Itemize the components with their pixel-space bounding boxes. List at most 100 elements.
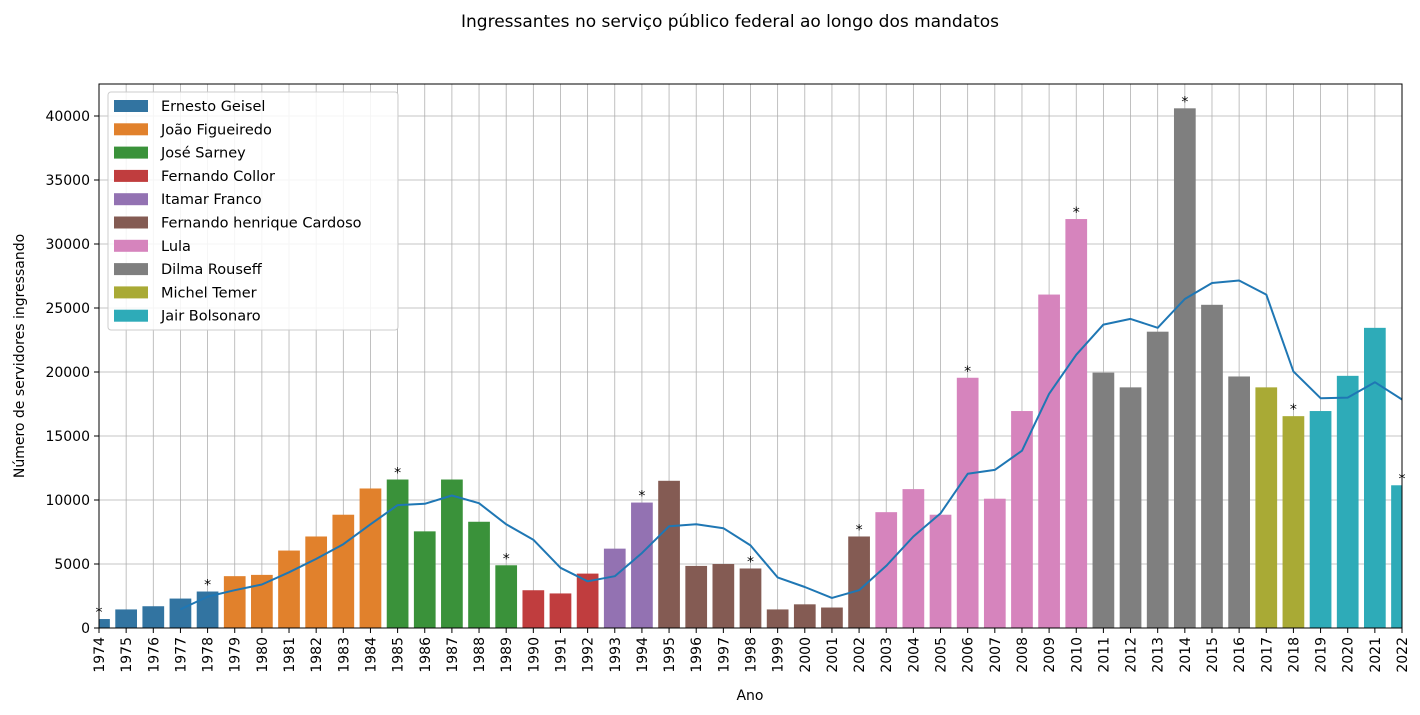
y-tick-label: 20000 [45, 365, 90, 381]
bar-1983 [332, 514, 355, 628]
x-tick-label: 1989 [499, 637, 515, 673]
x-tick-label: 2022 [1395, 637, 1411, 673]
bar-1982 [305, 536, 328, 628]
bar-2022 [1391, 485, 1402, 628]
x-tick-label: 2018 [1286, 637, 1302, 673]
legend-label: Jair Bolsonaro [160, 309, 261, 325]
bars [99, 108, 1402, 628]
legend: Ernesto Geisel João Figueiredo José Sarney… [107, 91, 399, 331]
x-tick-label: 1983 [336, 637, 352, 673]
x-tick-label: 2009 [1042, 637, 1058, 673]
bar-1996 [685, 565, 708, 628]
y-tick-label: 0 [81, 621, 90, 637]
x-tick-label: 1979 [228, 637, 244, 673]
bar-1978 [196, 591, 219, 628]
x-tick-label: 2004 [906, 637, 922, 673]
bar-1987 [441, 479, 463, 628]
bar-2001 [821, 607, 843, 628]
x-tick-label: 1996 [689, 637, 705, 673]
bar-1986 [413, 531, 436, 628]
x-axis-label: Ano [736, 688, 763, 704]
x-tick-label: 1995 [662, 637, 678, 673]
legend-label: Lula [161, 239, 191, 255]
star-marker-1985: * [394, 466, 401, 482]
legend-swatch [114, 216, 148, 229]
bar-2006 [956, 377, 979, 628]
x-tick-label: 1998 [744, 637, 760, 673]
x-tick-label: 1990 [526, 637, 542, 673]
legend-label: Ernesto Geisel [161, 99, 265, 115]
bar-2007 [983, 498, 1006, 628]
trend-line [179, 279, 1403, 611]
y-tick-label: 5000 [54, 557, 90, 573]
x-tick-label: 2021 [1368, 637, 1384, 673]
x-tick-label: 2000 [798, 637, 814, 673]
bar-1997 [712, 564, 735, 628]
bar-1995 [658, 480, 680, 628]
star-marker-1989: * [503, 551, 510, 567]
x-tick-label: 2012 [1124, 637, 1140, 673]
bar-2019 [1309, 411, 1332, 628]
bar-2000 [793, 604, 816, 628]
bar-2020 [1336, 375, 1359, 628]
bar-1980 [251, 574, 273, 628]
bar-2015 [1201, 304, 1223, 628]
legend-swatch [114, 123, 148, 136]
bar-1991 [549, 593, 572, 628]
bar-2014 [1173, 108, 1196, 628]
y-tick-label: 35000 [45, 173, 90, 189]
bar-1993 [603, 548, 626, 628]
x-tick-label: 2016 [1232, 637, 1248, 673]
x-tick-label: 1992 [581, 637, 597, 673]
bar-1999 [766, 609, 789, 628]
legend-swatch [114, 193, 148, 206]
star-marker-2010: * [1073, 205, 1080, 221]
bar-2009 [1038, 294, 1060, 628]
x-tick-label: 1988 [472, 637, 488, 673]
x-tick-label: 1994 [635, 637, 651, 673]
legend-label: Fernando henrique Cardoso [161, 216, 362, 232]
legend-swatch [114, 100, 148, 112]
bar-1976 [142, 606, 165, 628]
x-tick-label: 2008 [1015, 637, 1031, 673]
star-marker-2014: * [1181, 94, 1188, 110]
x-tick-label: 1977 [173, 637, 189, 673]
star-marker-1994: * [638, 489, 645, 505]
bar-2013 [1146, 331, 1169, 628]
y-tick-label: 25000 [45, 301, 90, 317]
y-axis: 0 5000 10000 15000 20000 25000 30000 35000 40000 [45, 109, 99, 637]
x-tick-label: 2005 [934, 637, 950, 673]
legend-swatch [114, 263, 148, 276]
x-tick-label: 2007 [988, 637, 1004, 673]
y-tick-label: 30000 [45, 237, 90, 253]
x-tick-label: 2003 [879, 637, 895, 673]
x-tick-label: 2014 [1178, 637, 1194, 673]
legend-label: José Sarney [160, 146, 246, 162]
x-tick-label: 2001 [825, 637, 841, 673]
x-tick-label: 2015 [1205, 637, 1221, 673]
legend-swatch [114, 169, 148, 182]
x-tick-label: 1999 [771, 637, 787, 673]
x-tick-label: 2011 [1096, 637, 1112, 673]
legend-swatch [114, 286, 148, 299]
bar-2018 [1282, 416, 1305, 628]
bar-1979 [223, 576, 246, 628]
y-tick-label: 15000 [45, 429, 90, 445]
bar-1994 [631, 502, 653, 628]
chart-title: Ingressantes no serviço público federal … [461, 12, 999, 32]
legend-swatch [114, 239, 148, 252]
x-tick-label: 1981 [282, 637, 298, 673]
bar-1990 [522, 590, 545, 628]
x-tick-label: 1987 [445, 637, 461, 673]
bar-1992 [576, 573, 599, 628]
star-marker-2002: * [856, 522, 863, 538]
x-tick-label: 2019 [1314, 637, 1330, 673]
legend-swatch [114, 309, 148, 322]
legend-swatch [114, 146, 148, 159]
x-tick-label: 1974 [92, 637, 108, 673]
bar-2002 [848, 536, 870, 628]
star-marker-1998: * [747, 554, 754, 570]
x-tick-label: 1986 [418, 637, 434, 673]
bar-2005 [929, 514, 952, 628]
